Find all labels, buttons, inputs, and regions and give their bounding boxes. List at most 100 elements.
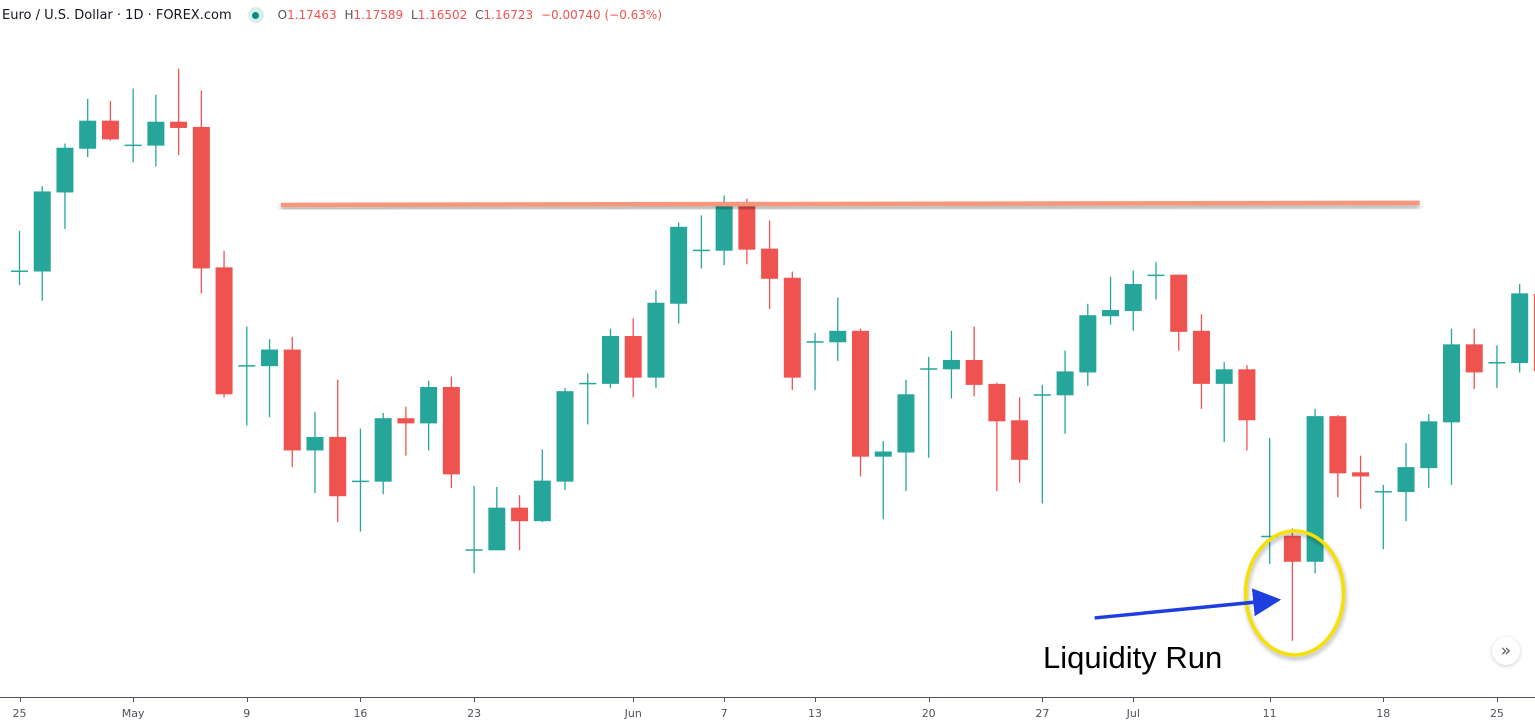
x-tick <box>1133 698 1135 702</box>
bullish-candle <box>1147 262 1165 300</box>
time-axis[interactable]: 25 May 9 16 23 Jun 7 13 20 27 Jul 11 18 25 <box>0 697 1535 725</box>
bullish-candle <box>465 485 483 574</box>
bearish-candle <box>329 379 347 523</box>
candle-body <box>1102 310 1120 317</box>
change-value: −0.00740 (−0.63%) <box>540 8 663 22</box>
candle-body <box>1511 293 1529 364</box>
bullish-candle <box>238 326 256 426</box>
bullish-candle <box>1488 345 1506 389</box>
bearish-candle <box>397 406 415 456</box>
market-status-icon[interactable] <box>247 7 264 23</box>
bearish-candle <box>192 90 210 294</box>
candle-body <box>420 386 438 424</box>
candle-body <box>670 226 688 304</box>
bearish-candle <box>283 337 301 468</box>
candle-body <box>261 349 279 367</box>
candle-body <box>1442 344 1460 423</box>
bullish-candle <box>351 428 369 532</box>
bullish-candle <box>488 486 506 551</box>
candle-body <box>965 359 983 385</box>
bullish-candle <box>1511 284 1529 373</box>
candle-body <box>56 147 74 193</box>
bullish-candle <box>829 297 847 361</box>
candle-body <box>511 507 529 522</box>
bearish-candle <box>624 318 642 398</box>
scroll-to-realtime-button[interactable]: » <box>1492 637 1520 665</box>
bullish-candle <box>1442 328 1460 485</box>
bearish-candle <box>852 328 870 477</box>
symbol-title[interactable]: Euro / U.S. Dollar · 1D · FOREX.com <box>2 7 232 23</box>
candlestick-chart[interactable] <box>0 0 1535 697</box>
candle-body <box>1192 330 1210 384</box>
candle-body <box>1124 284 1142 312</box>
x-tick <box>633 698 635 702</box>
x-tick-label: 18 <box>1376 707 1391 720</box>
bullish-candle <box>556 388 574 490</box>
candle-body <box>1352 472 1370 477</box>
low-label: L <box>411 8 418 22</box>
x-tick-label: May <box>121 707 145 720</box>
bearish-candle <box>170 68 188 156</box>
candle-body <box>124 144 142 147</box>
candle-body <box>33 191 51 272</box>
ohlc-values: O1.17463 H1.17589 L1.16502 C1.16723 −0.0… <box>278 8 666 22</box>
bearish-candle <box>783 271 801 391</box>
bearish-candle <box>1465 328 1483 390</box>
x-tick <box>19 698 21 702</box>
candle-body <box>579 382 597 385</box>
bearish-candle <box>738 198 756 265</box>
highlight-ellipse <box>1243 529 1346 657</box>
candle-body <box>306 436 324 451</box>
high-label: H <box>344 8 354 22</box>
bullish-candle <box>306 411 324 494</box>
candle-body <box>351 480 369 483</box>
candle-body <box>465 549 483 551</box>
candle-body <box>215 267 233 395</box>
bearish-candle <box>761 220 779 309</box>
candle-body <box>852 330 870 457</box>
x-tick <box>724 698 726 702</box>
x-tick-label: 25 <box>12 707 27 720</box>
candle-body <box>874 451 892 457</box>
candle-body <box>624 336 642 378</box>
bullish-candle <box>11 230 28 286</box>
x-tick-label: 7 <box>720 707 728 720</box>
x-tick <box>246 698 248 702</box>
candle-body <box>1329 416 1347 474</box>
candle-body <box>1011 420 1029 460</box>
candle-body <box>783 277 801 378</box>
x-tick-label: Jun <box>624 707 642 720</box>
bullish-candle <box>1261 437 1279 564</box>
bullish-candle <box>874 441 892 520</box>
candle-body <box>374 418 392 482</box>
candle-body <box>692 249 710 252</box>
candle-body <box>238 365 256 367</box>
candle-body <box>1306 416 1324 562</box>
candles-layer <box>11 68 1535 641</box>
resistance-level-line <box>280 200 1420 208</box>
bullish-candle <box>1306 408 1324 574</box>
arrow-annotation <box>1094 588 1282 620</box>
candle-body <box>1033 394 1051 396</box>
bullish-candle <box>942 330 960 399</box>
x-tick-label: 16 <box>353 707 368 720</box>
bullish-candle <box>1397 443 1415 522</box>
candle-body <box>601 336 619 384</box>
open-value: 1.17463 <box>287 8 337 22</box>
bullish-candle <box>806 332 824 391</box>
bullish-candle <box>56 143 74 229</box>
candle-body <box>738 203 756 250</box>
bearish-candle <box>215 250 233 398</box>
candle-body <box>1374 491 1392 493</box>
x-tick <box>474 698 476 702</box>
high-value: 1.17589 <box>353 8 404 22</box>
candle-body <box>79 120 97 149</box>
candle-body <box>1215 369 1233 384</box>
bearish-candle <box>1170 274 1188 351</box>
bullish-candle <box>692 215 710 269</box>
bullish-candle <box>1374 484 1392 550</box>
candle-body <box>1533 294 1535 372</box>
candle-body <box>897 394 915 453</box>
candle-body <box>329 436 347 497</box>
bearish-candle <box>442 376 460 488</box>
